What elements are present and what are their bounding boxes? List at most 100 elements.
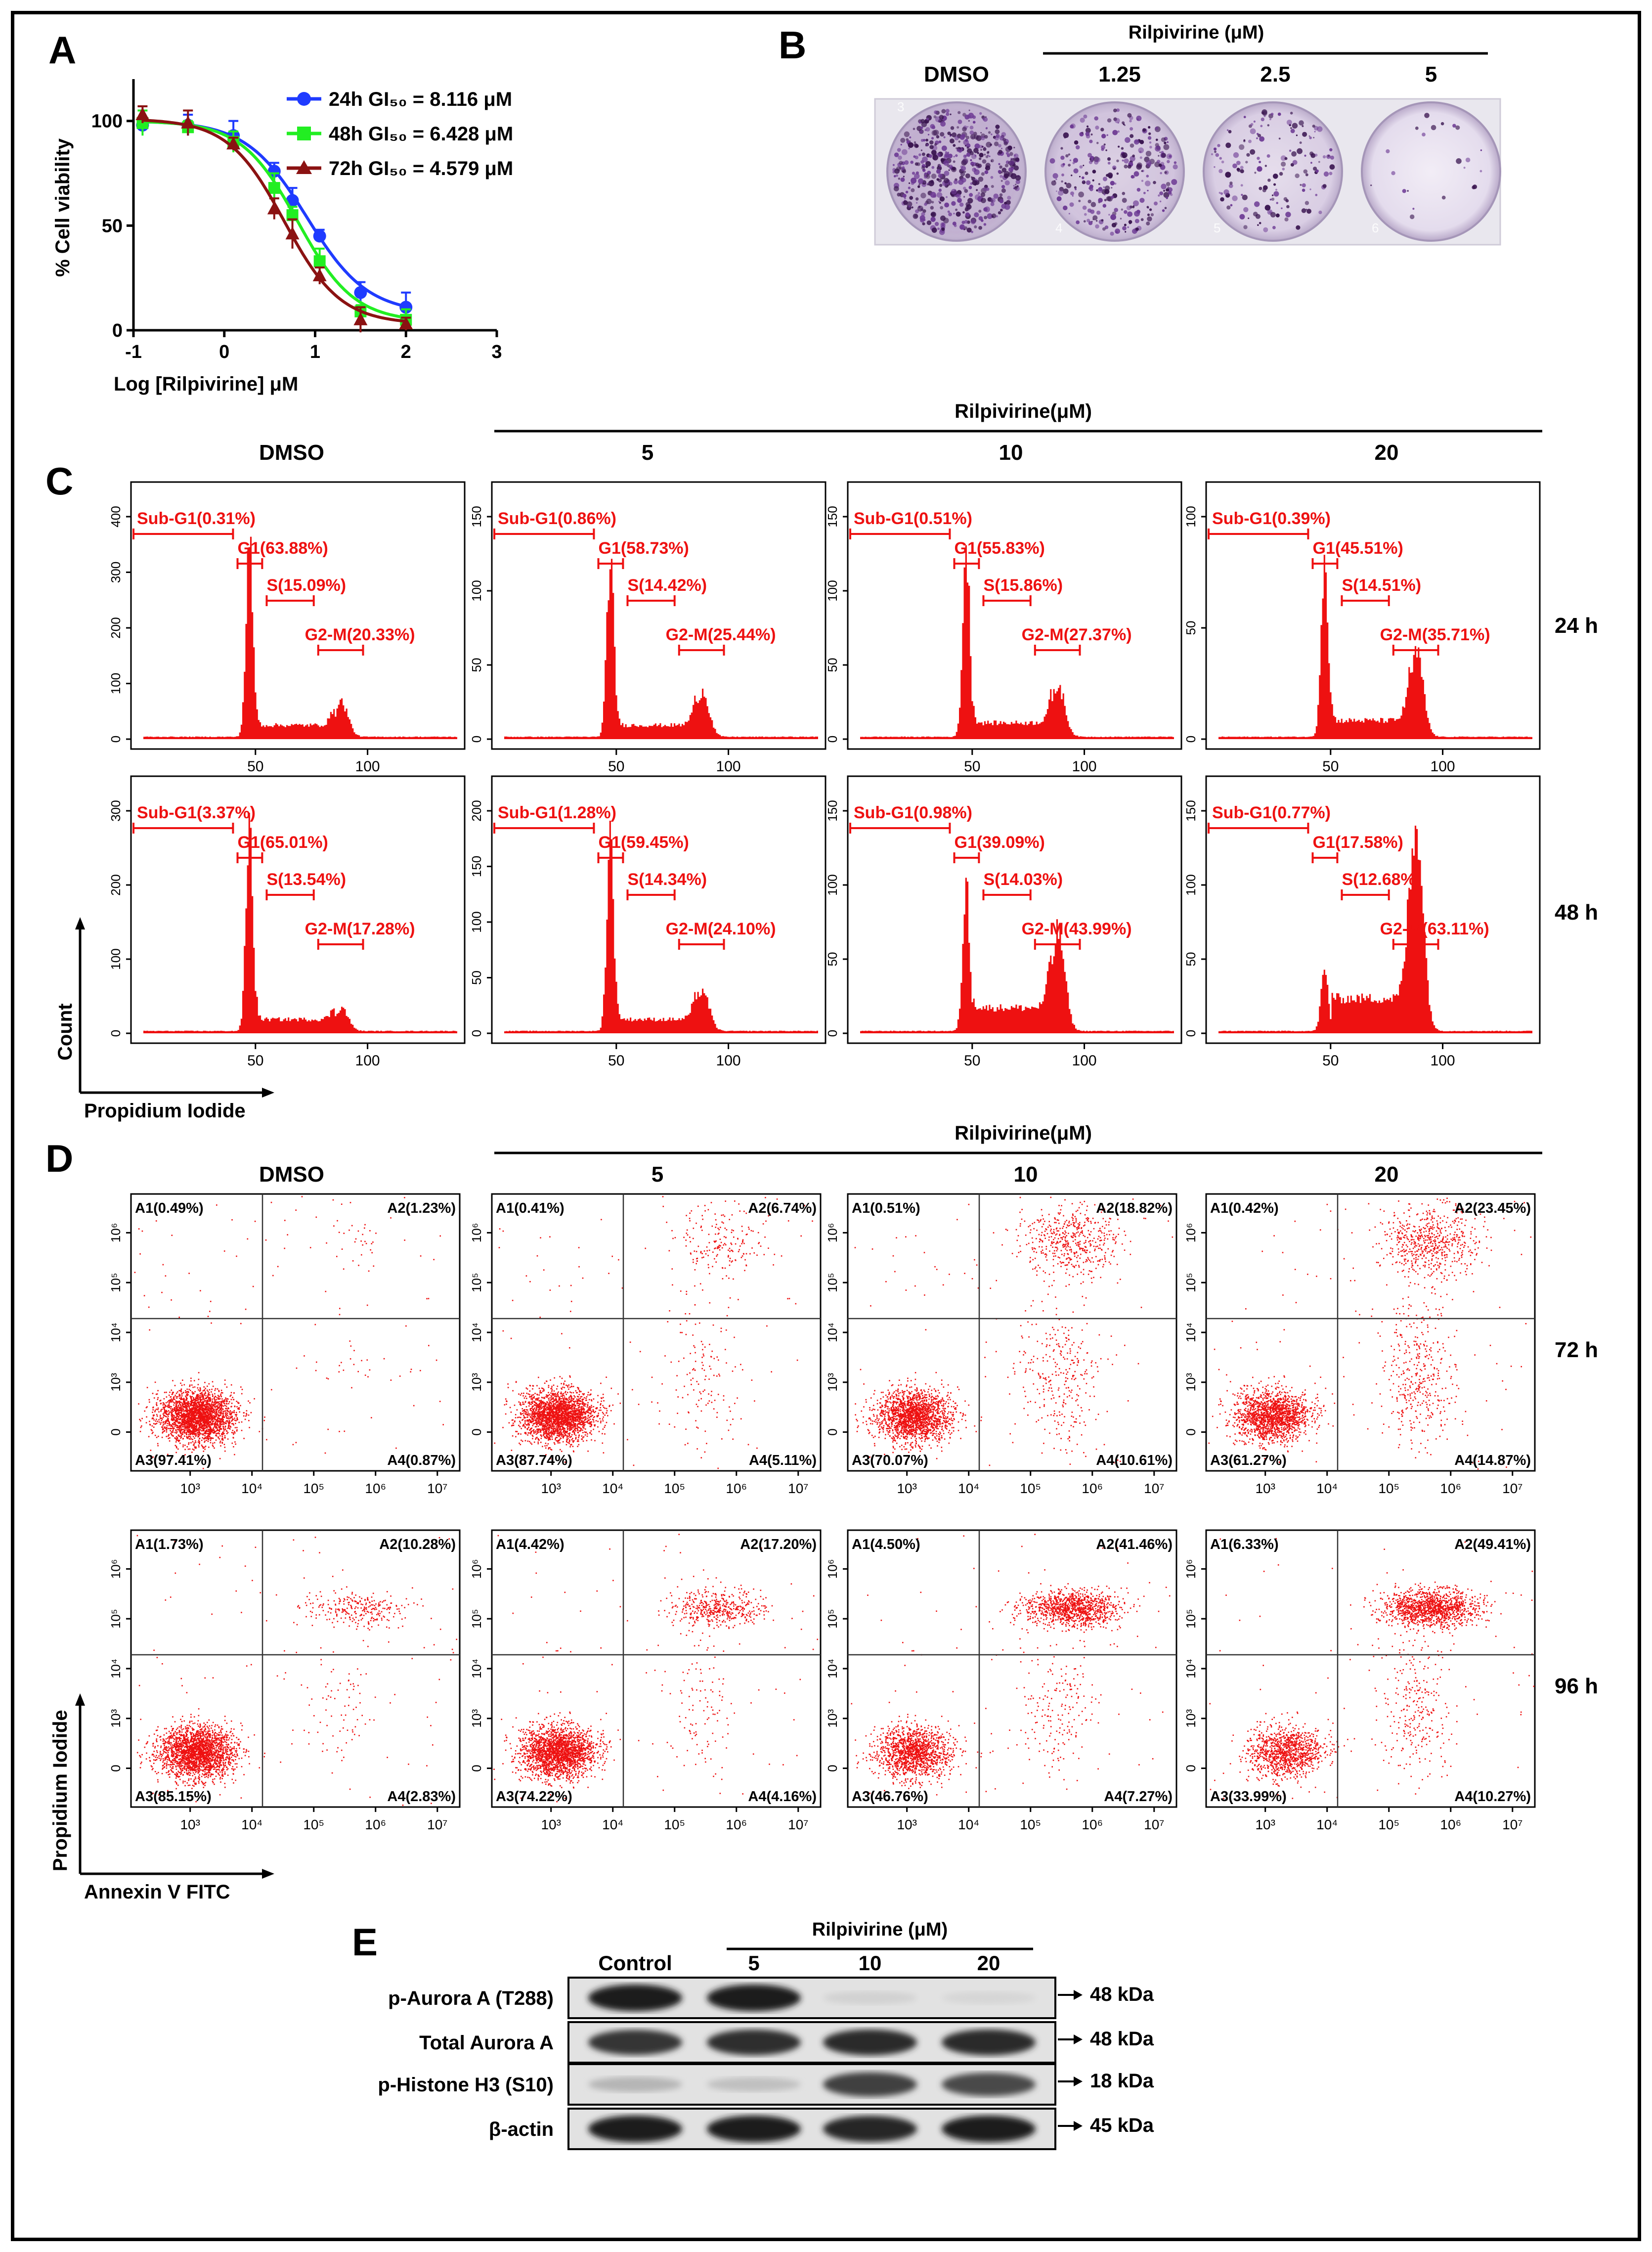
colony xyxy=(1269,198,1272,201)
histogram-x-tick-label: 50 xyxy=(608,758,624,775)
colony xyxy=(1111,195,1114,199)
event-dot xyxy=(341,1248,343,1250)
colony xyxy=(960,172,965,177)
event-dot xyxy=(211,1416,213,1418)
colony xyxy=(1114,208,1118,213)
colony xyxy=(1094,116,1098,121)
colony xyxy=(923,176,927,179)
event-dot xyxy=(199,1414,200,1416)
event-dot xyxy=(192,1409,193,1410)
event-dot xyxy=(166,1421,167,1423)
event-dot xyxy=(175,1420,177,1422)
colony xyxy=(1271,197,1275,201)
colony xyxy=(1323,171,1329,177)
colony xyxy=(1095,157,1101,163)
event-dot xyxy=(226,1430,228,1432)
colony xyxy=(1277,112,1281,116)
event-dot xyxy=(229,1411,231,1413)
event-dot xyxy=(208,1414,209,1416)
histogram-y-tick-label: 200 xyxy=(108,617,123,638)
colony xyxy=(1329,172,1333,176)
event-dot xyxy=(152,1409,154,1411)
event-dot xyxy=(244,1418,246,1420)
colony xyxy=(917,205,923,212)
event-dot xyxy=(169,1391,171,1393)
event-dot xyxy=(551,1389,553,1391)
event-dot xyxy=(315,1216,317,1218)
colony xyxy=(913,155,916,158)
colony xyxy=(915,171,919,175)
colony xyxy=(1127,165,1131,169)
scatter-y-tick-label: 10⁶ xyxy=(108,1223,123,1243)
colony xyxy=(1243,225,1248,229)
gate-g1-label: G1(55.83%) xyxy=(955,539,1045,558)
colony xyxy=(968,109,970,111)
apoptosis-scatter-plots: A1(0.49%) A2(1.23%)A3(97.41%) A4(0.87%)10³… xyxy=(108,1193,1536,1832)
histogram-y-tick-label: 200 xyxy=(469,800,484,821)
colony xyxy=(1259,186,1262,190)
colony xyxy=(991,213,997,219)
event-dot xyxy=(177,1416,179,1417)
event-dot xyxy=(152,1412,153,1413)
event-dot xyxy=(287,1234,288,1236)
event-dot xyxy=(236,1401,237,1402)
event-dot xyxy=(175,1404,177,1406)
colony xyxy=(998,211,1001,215)
event-dot xyxy=(177,1409,179,1411)
colony xyxy=(1230,204,1233,207)
colony xyxy=(902,194,907,198)
colony xyxy=(894,168,900,174)
event-dot xyxy=(534,1411,536,1413)
histogram-x-tick-label: 50 xyxy=(608,1053,624,1069)
colony xyxy=(918,121,921,124)
event-dot xyxy=(231,1442,233,1444)
colony xyxy=(1147,162,1152,167)
event-dot xyxy=(243,1415,245,1417)
colony xyxy=(967,198,973,204)
event-dot xyxy=(158,1419,160,1421)
event-dot xyxy=(229,1428,231,1430)
event-dot xyxy=(326,1377,328,1379)
event-dot xyxy=(194,1447,196,1449)
event-dot xyxy=(180,1435,182,1436)
event-dot xyxy=(371,1252,373,1254)
colony xyxy=(1289,149,1292,152)
event-dot xyxy=(538,1387,540,1389)
event-dot xyxy=(439,1235,441,1237)
event-dot xyxy=(144,1410,146,1412)
event-dot xyxy=(173,1409,174,1410)
colony xyxy=(1273,191,1279,197)
event-dot xyxy=(353,1350,355,1351)
colony xyxy=(908,186,911,189)
gate-g2m-label: G2-M(35.71%) xyxy=(1380,625,1490,644)
colony xyxy=(953,156,955,158)
event-dot xyxy=(180,1433,182,1435)
colony xyxy=(1257,166,1262,172)
event-dot xyxy=(531,1401,533,1403)
event-dot xyxy=(210,1301,212,1302)
colony xyxy=(999,193,1003,197)
colony xyxy=(1070,123,1076,129)
event-dot xyxy=(212,1420,213,1422)
event-dot xyxy=(201,1392,203,1394)
colony xyxy=(1055,178,1057,180)
event-dot xyxy=(577,1429,578,1430)
event-dot xyxy=(174,1432,176,1433)
event-dot xyxy=(523,1417,525,1419)
event-dot xyxy=(201,1409,203,1411)
colony xyxy=(991,133,993,135)
event-dot xyxy=(525,1395,526,1397)
event-dot xyxy=(587,1450,589,1452)
event-dot xyxy=(180,1406,182,1408)
event-dot xyxy=(194,1413,195,1414)
event-dot xyxy=(184,1422,186,1424)
colony xyxy=(1269,118,1271,121)
event-dot xyxy=(171,1389,173,1391)
event-dot xyxy=(212,1381,214,1383)
colony xyxy=(1158,155,1160,157)
event-dot xyxy=(563,1395,565,1396)
histogram-y-tick-label: 150 xyxy=(469,506,484,527)
event-dot xyxy=(525,1433,527,1435)
colony xyxy=(968,120,970,122)
